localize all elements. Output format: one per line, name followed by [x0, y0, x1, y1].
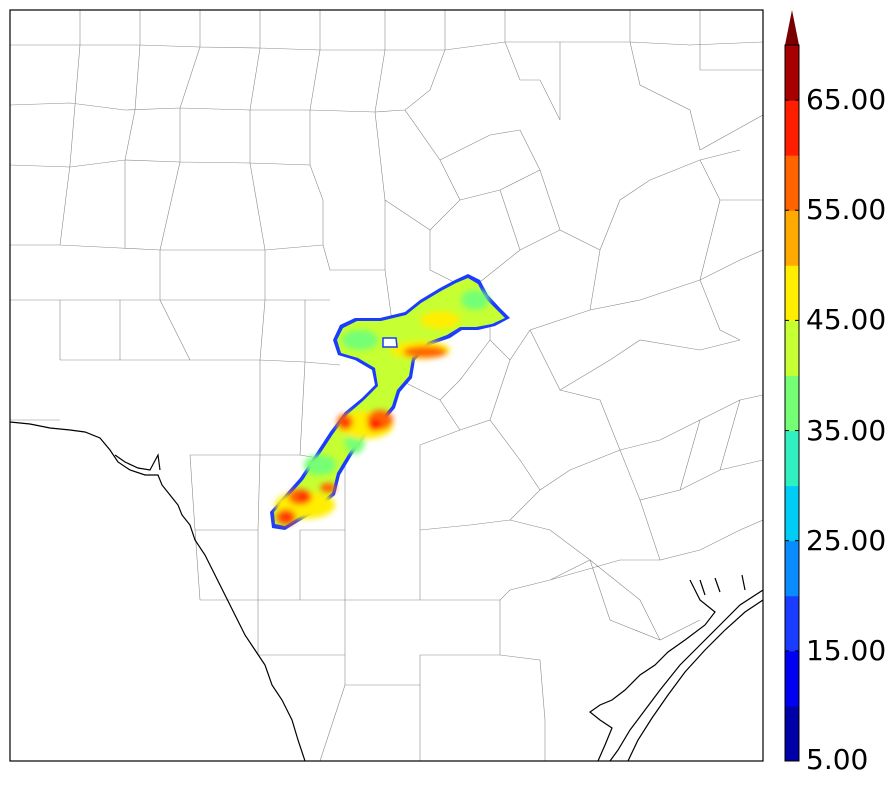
lake-outline — [114, 453, 161, 471]
colorbar-frame — [784, 44, 800, 762]
colorbar-band — [785, 320, 799, 376]
colorbar-ticks — [785, 99, 799, 762]
rio-grande-border — [10, 421, 306, 761]
colorbar-bands — [785, 45, 799, 762]
colorbar-tick-label: 5.00 — [806, 743, 869, 776]
colorbar-band — [785, 265, 799, 321]
colorbar-band — [785, 650, 799, 707]
reflectivity-swath — [270, 274, 510, 530]
coastline-barrier — [627, 599, 763, 761]
colorbar-band — [785, 540, 799, 597]
swath-cells — [275, 290, 489, 525]
colorbar-band — [785, 155, 799, 211]
colorbar-band — [785, 705, 799, 762]
colorbar-band — [785, 595, 799, 652]
colorbar — [784, 10, 800, 762]
swath-hole — [382, 337, 398, 348]
colorbar-band — [785, 375, 799, 432]
colorbar-tick-label: 55.00 — [806, 193, 887, 227]
colorbar-tick-label: 65.00 — [806, 83, 887, 117]
colorbar-band — [785, 45, 799, 101]
colorbar-tick-label: 25.00 — [806, 523, 887, 557]
colorbar-tick-label: 45.00 — [806, 303, 887, 337]
colorbar-band — [785, 485, 799, 542]
colorbar-tick-label: 15.00 — [806, 633, 887, 667]
colorbar-band — [785, 430, 799, 487]
colorbar-band — [785, 210, 799, 266]
bay-inlets — [699, 574, 746, 596]
coastline-outer — [609, 589, 763, 761]
map-frame — [9, 9, 764, 762]
bay-shoreline — [588, 579, 716, 761]
colorbar-band — [785, 100, 799, 156]
colorbar-extend-arrow — [785, 10, 799, 45]
colorbar-tick-label: 35.00 — [806, 413, 887, 447]
gulf-coastline — [588, 574, 763, 761]
